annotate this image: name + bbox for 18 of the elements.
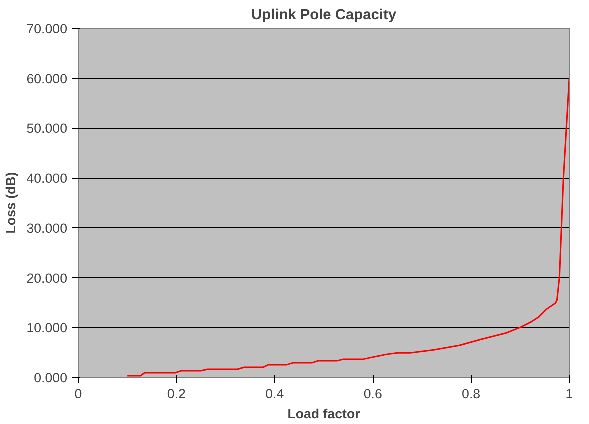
x-axis-title: Load factor [288, 406, 360, 422]
y-tick-label: 30.000 [26, 220, 68, 236]
y-tick-label: 0.000 [34, 370, 68, 386]
x-tick-label: 0.2 [167, 386, 186, 402]
chart-title: Uplink Pole Capacity [252, 8, 398, 24]
y-tick-label: 50.000 [26, 121, 68, 136]
x-tick-label: 0.8 [462, 386, 481, 402]
y-tick-label: 20.000 [26, 270, 68, 286]
y-axis-title: Loss (dB) [4, 172, 19, 234]
line-series [126, 78, 570, 377]
y-tick-label: 10.000 [26, 320, 68, 336]
y-tick-label: 40.000 [26, 171, 68, 186]
x-tick-label: 0.4 [266, 386, 285, 402]
x-tick-label: 1 [566, 386, 574, 402]
y-tick-label: 60.000 [26, 71, 68, 86]
x-tick-label: 0.6 [364, 386, 382, 402]
y-tick-label: 70.000 [26, 22, 68, 36]
x-tick-label: 0 [74, 386, 82, 402]
